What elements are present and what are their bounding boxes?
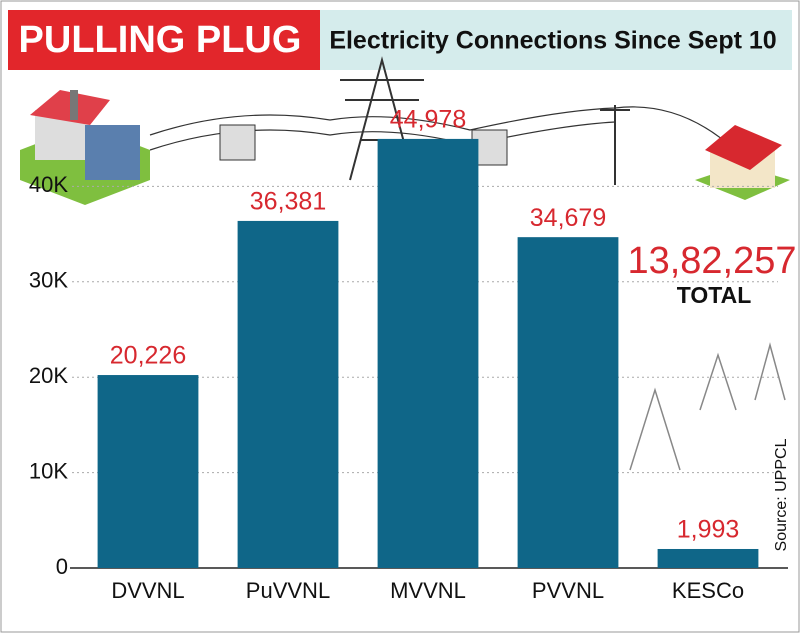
total-label: TOTAL bbox=[677, 282, 752, 308]
x-tick-label: KESCo bbox=[672, 578, 744, 603]
value-label: 44,978 bbox=[390, 106, 466, 134]
title-box bbox=[8, 10, 320, 70]
value-label: 20,226 bbox=[110, 342, 186, 370]
house bbox=[695, 125, 790, 200]
bar bbox=[97, 375, 199, 568]
chart-subtitle: Electricity Connections Since Sept 10 bbox=[329, 27, 776, 55]
bar bbox=[377, 138, 479, 568]
y-tick-label: 30K bbox=[29, 268, 68, 293]
illustration bbox=[149, 56, 786, 471]
bar bbox=[517, 237, 619, 568]
bar bbox=[657, 548, 759, 568]
y-tick-label: 40K bbox=[29, 172, 68, 197]
x-tick-label: DVVNL bbox=[111, 578, 184, 603]
y-tick-label: 0 bbox=[56, 554, 68, 579]
x-tick-label: PuVVNL bbox=[246, 578, 330, 603]
source: Source: UPPCL bbox=[773, 438, 790, 551]
factory bbox=[20, 90, 150, 205]
value-label: 36,381 bbox=[250, 188, 326, 216]
y-tick-label: 10K bbox=[29, 458, 68, 483]
chart-title: PULLING PLUG bbox=[19, 19, 302, 61]
value-label: 1,993 bbox=[677, 516, 740, 544]
y-tick-label: 20K bbox=[29, 363, 68, 388]
total-value: 13,82,257 bbox=[627, 240, 796, 282]
x-tick-label: PVVNL bbox=[532, 578, 604, 603]
subtitle-box bbox=[320, 10, 792, 70]
x-tick-label: MVVNL bbox=[390, 578, 466, 603]
value-label: 34,679 bbox=[530, 204, 606, 232]
bar bbox=[237, 220, 339, 568]
